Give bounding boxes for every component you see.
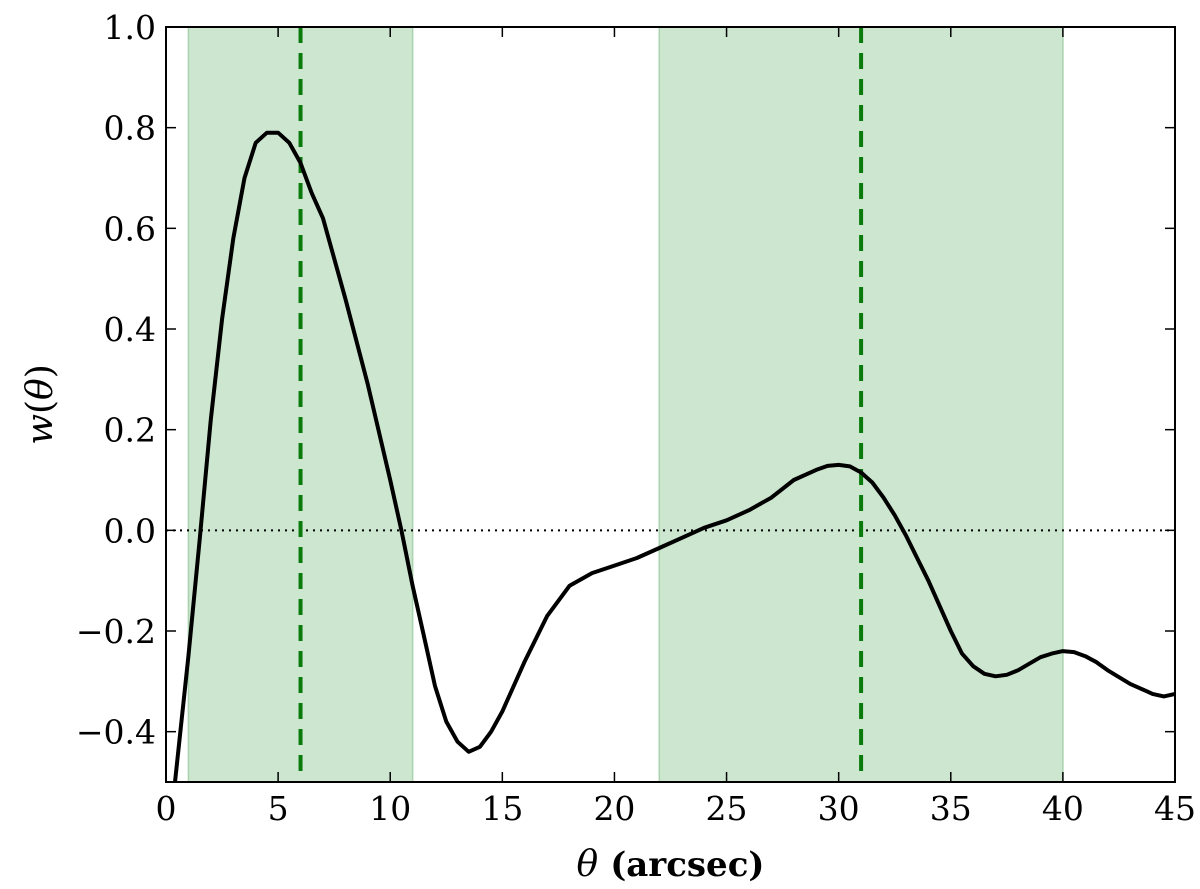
x-axis-label-symbol: θ <box>577 844 599 885</box>
x-tick-label: 5 <box>268 789 289 828</box>
y-tick-label: 0.8 <box>104 109 156 148</box>
x-axis-ticks: 0 5 10 15 20 25 30 35 40 45 <box>156 27 1196 828</box>
x-tick-label: 35 <box>930 789 972 828</box>
x-axis-label-unit: (arcsec) <box>610 845 764 885</box>
shaded-regions <box>187 27 1064 782</box>
y-axis-label-symbol: θ <box>20 378 61 400</box>
vertical-marker-lines <box>298 27 864 782</box>
series-line-1 <box>173 130 1175 782</box>
x-tick-label: 45 <box>1154 789 1196 828</box>
y-tick-label: 0.6 <box>104 209 156 248</box>
y-axis-label-close: ) <box>20 364 61 378</box>
x-tick-label: 15 <box>481 789 523 828</box>
y-axis-label: w(θ) <box>20 364 61 445</box>
x-tick-label: 40 <box>1042 789 1084 828</box>
x-tick-label: 10 <box>369 789 411 828</box>
plot-frame <box>165 26 1176 783</box>
y-tick-label: 0.2 <box>104 411 156 450</box>
data-series <box>173 130 1175 782</box>
x-tick-label: 0 <box>156 789 177 828</box>
x-tick-label: 20 <box>593 789 635 828</box>
y-axis-label-func: w <box>20 414 61 445</box>
x-tick-label: 30 <box>818 789 860 828</box>
y-tick-label: 0.4 <box>104 310 156 349</box>
y-tick-label: 1.0 <box>104 8 156 47</box>
y-tick-label: −0.2 <box>76 612 156 651</box>
x-tick-label: 25 <box>706 789 748 828</box>
y-axis-ticks: −0.4 −0.2 0.0 0.2 0.4 0.6 0.8 1.0 <box>76 8 1175 752</box>
y-tick-label: 0.0 <box>104 511 156 550</box>
y-axis-label-open: ( <box>20 400 61 414</box>
y-tick-label: −0.4 <box>76 713 156 752</box>
x-axis-label: θ (arcsec) <box>577 844 765 885</box>
